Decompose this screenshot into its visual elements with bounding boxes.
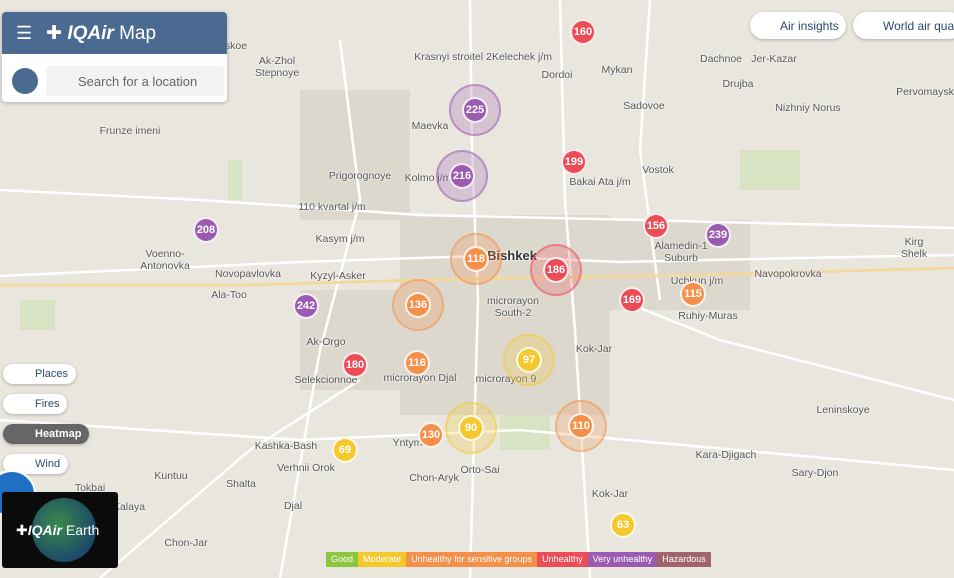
station-marker[interactable]: 110 (568, 413, 594, 439)
place-label: Novopavlovka (215, 268, 281, 280)
place-label: Sadovoe (623, 100, 665, 112)
brand: IQAir (67, 22, 114, 44)
station-marker[interactable]: 97 (516, 347, 542, 373)
station-marker[interactable]: 130 (418, 422, 444, 448)
place-label: Kalaya (112, 501, 146, 513)
place-label: Tokbai (74, 482, 106, 494)
place-label: Nizhniy Norus (775, 102, 841, 114)
search-box[interactable]: Search for a location (46, 66, 224, 96)
station-cluster[interactable] (450, 233, 502, 285)
place-label: Kara-Djigach (695, 449, 757, 461)
place-label: skoe (224, 40, 248, 52)
legend-item: Hazardous (657, 552, 711, 567)
place-label: Kyzyl-Asker (310, 270, 366, 282)
layer-button[interactable]: Places (3, 364, 77, 384)
place-label: Dordoi (541, 69, 573, 81)
place-label: Kashka-Bash (254, 440, 318, 452)
station-marker[interactable]: 208 (193, 217, 219, 243)
place-label: Kirg Shelk (900, 236, 928, 260)
place-label: Navopokrovka (754, 268, 822, 280)
header-bar: ☰ ✚ IQAir Map (2, 12, 227, 54)
top-button[interactable]: Air insights (750, 12, 846, 39)
legend-item: Moderate (358, 552, 407, 567)
locate-button[interactable] (12, 68, 38, 94)
place-label: Kok-Jar (575, 343, 613, 355)
place-label: Krasnyi stroitel 2 (414, 51, 492, 63)
station-marker[interactable]: 156 (643, 213, 669, 239)
place-label: Kok-Jar (591, 488, 629, 500)
legend-item: Good (326, 552, 359, 567)
place-label: Sary-Djon (791, 467, 839, 479)
place-label: Bakai Ata j/m (569, 176, 631, 188)
place-label: Ak-Orgo (306, 336, 346, 348)
place-label: 110 kvartal j/m (298, 201, 366, 213)
earth-label: ✚IQAir Earth (16, 522, 100, 538)
place-label: Verhnii Orok (277, 462, 335, 474)
station-cluster[interactable] (503, 334, 555, 386)
product: Map (119, 22, 157, 44)
place-label: Ruhiy-Muras (678, 310, 738, 322)
place-label: Vostok (642, 164, 674, 176)
station-marker[interactable]: 180 (342, 352, 368, 378)
place-label: Maevka (411, 120, 449, 132)
place-label: Pervomaysk (896, 86, 954, 98)
station-marker[interactable]: 160 (570, 19, 596, 45)
station-marker[interactable]: 116 (404, 350, 430, 376)
station-marker[interactable]: 118 (463, 246, 489, 272)
station-marker[interactable]: 199 (561, 149, 587, 175)
station-marker[interactable]: 186 (543, 257, 569, 283)
place-label: Prigorognoye (328, 170, 392, 182)
place-label: microrayon South-2 (487, 295, 539, 319)
layer-button[interactable]: Heatmap (3, 424, 90, 444)
place-label: microrayon Djal (383, 372, 457, 384)
earth-product: Earth (65, 522, 100, 538)
place-label: Shalta (226, 478, 256, 490)
legend-item: Very unhealthy (587, 552, 658, 567)
logo: ✚ IQAir Map (46, 22, 157, 44)
place-label: Djal (283, 500, 303, 512)
place-label: Frunze imeni (99, 125, 161, 137)
place-label: Voenno-Antonovka (140, 248, 190, 272)
search-placeholder: Search for a location (78, 73, 198, 89)
earth-brand: IQAir (27, 522, 62, 538)
header-panel: ☰ ✚ IQAir Map Search for a location (2, 12, 227, 102)
place-label: Dachnoe (699, 53, 743, 65)
station-marker[interactable]: 242 (293, 293, 319, 319)
station-marker[interactable]: 69 (332, 437, 358, 463)
place-label: Kasym j/m (315, 233, 365, 245)
station-marker[interactable]: 239 (705, 222, 731, 248)
menu-icon[interactable]: ☰ (16, 22, 33, 43)
place-label: Chon-Jar (164, 537, 208, 549)
earth-button[interactable]: ✚IQAir Earth (2, 492, 118, 568)
place-label: Ak-Zhol Stepnoye (254, 55, 300, 79)
legend-item: Unhealthy for sensitive groups (406, 552, 538, 567)
layer-button[interactable]: Wind (3, 454, 69, 474)
place-label: Chon-Aryk (409, 472, 459, 484)
place-label: Mykan (601, 64, 633, 76)
place-label: Ala-Too (211, 289, 247, 301)
place-label: Drujba (722, 78, 754, 90)
station-marker[interactable]: 63 (610, 512, 636, 538)
station-marker[interactable]: 225 (462, 97, 488, 123)
station-marker[interactable]: 216 (449, 163, 475, 189)
layer-button[interactable]: Fires (3, 394, 68, 414)
legend: Good Moderate Unhealthy for sensitive grou… (326, 552, 711, 567)
place-label: Jer-Kazar (751, 53, 797, 65)
place-label: Orto-Sai (460, 464, 500, 476)
station-marker[interactable]: 169 (619, 287, 645, 313)
place-label: Leninskoye (816, 404, 870, 416)
place-label: Kuntuu (154, 470, 188, 482)
station-marker[interactable]: 136 (405, 292, 431, 318)
legend-item: Unhealthy (537, 552, 588, 567)
station-marker[interactable]: 90 (458, 415, 484, 441)
place-label: Selekcionnoe (294, 374, 358, 386)
station-marker[interactable]: 115 (680, 281, 706, 307)
earth-globe (32, 498, 96, 562)
place-label: Alamedin-1 Suburb (654, 240, 708, 264)
top-button[interactable]: World air quality (853, 12, 954, 39)
place-label: Kelechek j/m (491, 51, 553, 63)
station-cluster[interactable] (555, 400, 607, 452)
